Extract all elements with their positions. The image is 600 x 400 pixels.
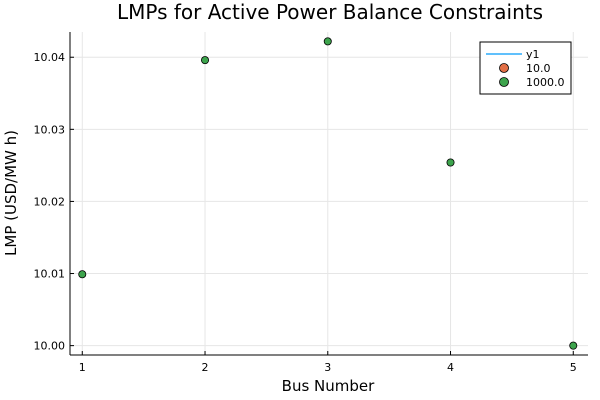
- data-point: [446, 158, 455, 167]
- x-tick-label: 1: [79, 361, 86, 374]
- x-axis-label: Bus Number: [282, 377, 375, 395]
- y-tick-label: 10.02: [34, 195, 66, 208]
- legend-label: 1000.0: [526, 76, 565, 89]
- legend-box: [479, 41, 572, 95]
- data-points: [78, 37, 578, 350]
- y-tick-label: 10.03: [34, 123, 66, 136]
- legend-marker-swatch: [499, 77, 509, 87]
- axes: [69, 32, 588, 356]
- x-tick-label: 3: [324, 361, 331, 374]
- x-tick-label: 4: [447, 361, 454, 374]
- x-tick-label: 2: [202, 361, 209, 374]
- x-tick-label: 5: [570, 361, 577, 374]
- y-tick-label: 10.01: [34, 268, 66, 281]
- data-point: [569, 341, 578, 350]
- y-ticks: 10.00 10.01 10.02 10.03 10.04: [34, 51, 74, 353]
- legend-label: y1: [526, 48, 540, 61]
- data-point: [201, 56, 210, 65]
- y-tick-label: 10.04: [34, 51, 66, 64]
- legend-marker-swatch: [499, 63, 509, 73]
- x-ticks: 1 2 3 4 5: [79, 351, 577, 374]
- legend-label: 10.0: [526, 62, 551, 75]
- data-point: [78, 270, 87, 279]
- y-axis-label: LMP (USD/MW h): [2, 130, 20, 256]
- data-point: [323, 37, 332, 46]
- y-tick-label: 10.00: [34, 340, 66, 353]
- chart-title: LMPs for Active Power Balance Constraint…: [117, 0, 543, 24]
